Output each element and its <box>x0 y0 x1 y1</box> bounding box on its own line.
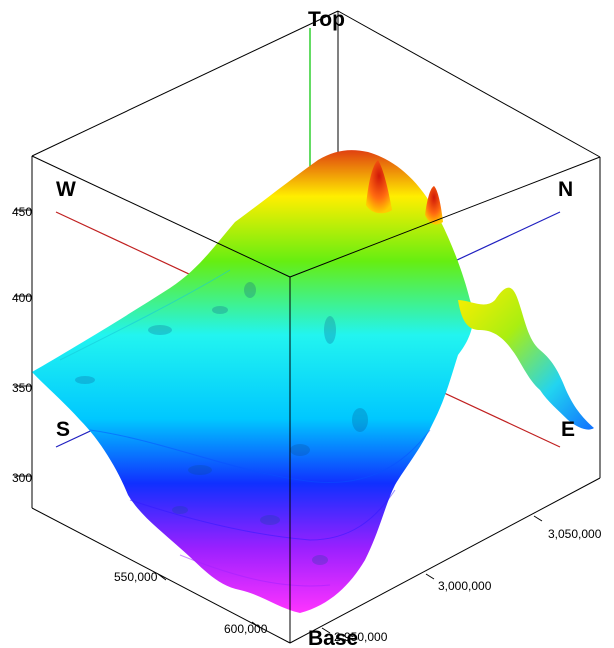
z-tick-label: 350 <box>12 381 32 395</box>
y-tick-label: 3,000,000 <box>438 579 492 593</box>
peak-2 <box>425 186 443 225</box>
z-tick-label: 300 <box>12 471 32 485</box>
label-base: Base <box>308 627 358 648</box>
terrain-surface[interactable] <box>32 150 594 613</box>
z-axis-ticks <box>14 209 32 477</box>
y-tick-label: 3,050,000 <box>548 527 602 541</box>
label-south: S <box>56 418 70 441</box>
y-tick-label: 2,950,000 <box>334 630 388 644</box>
surface-main <box>32 150 474 613</box>
x-tick-label: 550,000 <box>114 570 158 584</box>
surface-east-ridge <box>458 287 594 430</box>
label-west: W <box>56 178 76 201</box>
label-north: N <box>558 178 573 201</box>
peak-1 <box>366 160 392 214</box>
z-tick-label: 400 <box>12 291 32 305</box>
label-top: Top <box>308 8 345 31</box>
x-axis-ticks <box>157 573 261 629</box>
x-tick-label: 600,000 <box>224 622 268 636</box>
bounding-box-front <box>31 155 601 644</box>
label-east: E <box>561 418 575 441</box>
z-tick-label: 450 <box>12 205 32 219</box>
y-axis-ticks <box>321 515 543 634</box>
